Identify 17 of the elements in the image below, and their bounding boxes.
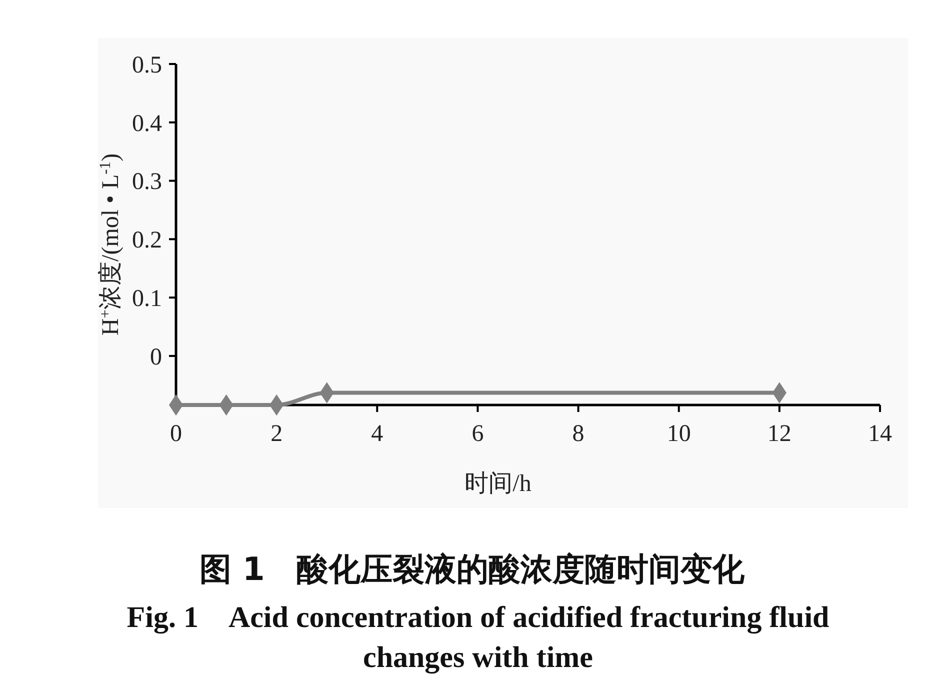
x-tick-label: 14 bbox=[868, 421, 892, 447]
y-tick-label: 0.2 bbox=[132, 228, 162, 254]
x-tick-label: 0 bbox=[170, 421, 182, 447]
text: Fig. 1 Acid concentration of acidified fracturing fluid changes with time bbox=[126, 600, 830, 676]
x-axis-title: 时间/h bbox=[464, 471, 532, 497]
text: 图 1 酸化压裂液的酸浓度随时间变化 bbox=[199, 550, 746, 588]
x-tick-label: 6 bbox=[472, 421, 484, 447]
x-tick-label: 4 bbox=[371, 421, 384, 447]
x-tick-label: 8 bbox=[572, 421, 584, 447]
y-tick-label: 0.1 bbox=[132, 286, 162, 312]
y-tick-label: 0.5 bbox=[132, 52, 162, 78]
x-tick-label: 10 bbox=[666, 421, 691, 447]
y-tick-label: 0.4 bbox=[132, 110, 162, 137]
y-tick-label: 0 bbox=[150, 344, 162, 370]
y-tick-label: 0.3 bbox=[132, 169, 162, 196]
x-tick-label: 2 bbox=[270, 421, 283, 447]
x-tick-label: 12 bbox=[767, 421, 792, 447]
